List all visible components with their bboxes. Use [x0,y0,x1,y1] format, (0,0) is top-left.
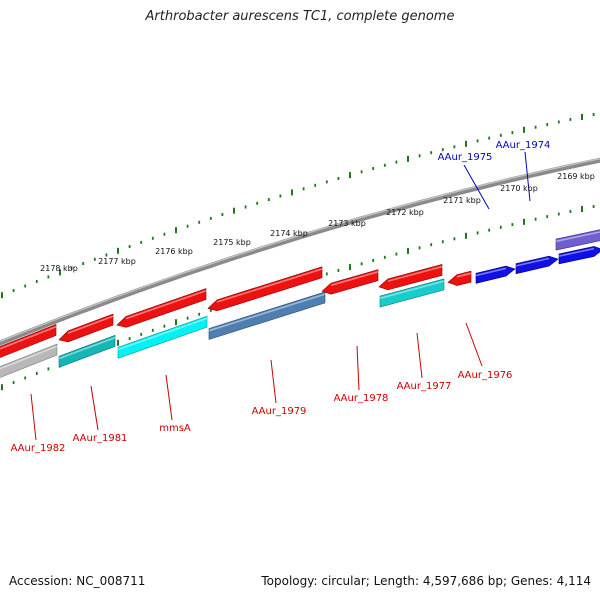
forward-feature-block [555,229,600,251]
scale-tick-label: 2172 kbp [386,208,424,217]
forward-gene-arrow [475,265,516,284]
leader-line [90,385,99,431]
scale-tick-labels: 2178 kbp 2177 kbp 2176 kbp 2175 kbp 2174 kbp… [40,172,595,273]
leader-line [165,374,173,421]
gene-label: mmsA [159,423,191,434]
gene-label: AAur_1981 [73,433,128,444]
secondary-feature-block [117,315,208,359]
scale-tick-label: 2178 kbp [40,264,78,273]
reverse-gene-arrow [207,266,323,312]
secondary-feature-block [379,278,445,308]
reverse-gene-arrow [447,270,472,286]
scale-tick-label: 2169 kbp [557,172,595,181]
reverse-gene-arrow-shine [330,271,379,287]
gene-label: AAur_1974 [496,140,551,151]
scale-tick-label: 2176 kbp [155,247,193,256]
scale-tick-label: 2177 kbp [98,257,136,266]
forward-gene-arrow-shine [515,257,550,267]
reverse-gene-arrow [378,264,443,291]
accession-text: Accession: NC_008711 [9,574,146,588]
label-leader-lines [30,151,531,441]
reverse-gene-arrow [116,288,207,328]
reverse-gene-arrow-shine [125,289,207,320]
reverse-gene-arrow-shine [216,268,323,303]
gene-label: AAur_1977 [397,381,452,392]
secondary-feature-block [0,343,58,378]
secondary-feature-block-shine [117,317,208,351]
backbone-track [0,157,600,346]
reverse-gene-arrow [321,269,379,295]
forward-gene-arrow-shine [558,247,595,257]
leader-line [465,322,483,367]
gene-label: AAur_1982 [11,443,66,454]
reverse-gene-arrow-shine [0,325,57,350]
scale-tick-label: 2175 kbp [213,238,251,247]
genome-summary-text: Topology: circular; Length: 4,597,686 bp… [261,574,591,588]
secondary-feature-block [208,291,326,340]
reverse-gene-arrow-shine [67,315,114,334]
scale-tick-label: 2170 kbp [500,184,538,193]
gene-label: AAur_1975 [438,152,493,163]
secondary-feature-block-shine [208,293,326,332]
leader-line [356,345,360,391]
gene-label: AAur_1979 [252,406,307,417]
reverse-gene-arrow [0,324,57,358]
leader-line [416,332,423,379]
forward-gene-arrow [515,255,559,275]
gene-label: AAur_1978 [334,393,389,404]
forward-feature-block-shine [555,231,600,243]
secondary-feature-block-shine [0,345,58,370]
leader-line [524,151,531,202]
map-title: Arthrobacter aurescens TC1, complete gen… [145,9,455,24]
backbone-highlight [0,158,600,343]
leader-line [463,164,490,210]
secondary-feature-block [58,334,116,368]
scale-tick-label: 2174 kbp [270,229,308,238]
outer-scale-ticks [1,113,595,299]
leader-line [270,359,277,404]
secondary-feature-block-shine [58,336,116,360]
leader-line [30,393,37,441]
backbone-line [0,157,600,346]
scale-tick-label: 2171 kbp [443,196,481,205]
secondary-feature-block-shine [379,280,445,300]
reverse-gene-arrow-shine [387,265,443,282]
forward-gene-arrow-shine [475,267,507,277]
gene-label: AAur_1976 [458,370,513,381]
reverse-gene-arrow [58,313,114,343]
reverse-gene-arrow-shine [456,272,472,278]
feature-tracks [0,229,600,378]
scale-tick-label: 2173 kbp [328,219,366,228]
forward-gene-arrow [558,246,600,265]
